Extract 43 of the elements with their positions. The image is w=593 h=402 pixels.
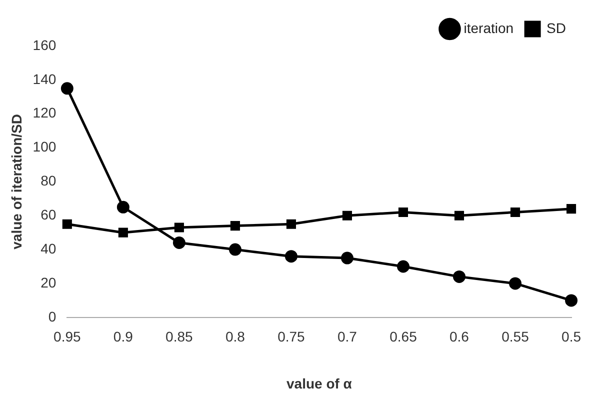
- x-tick-label: 0.75: [278, 328, 306, 345]
- point: [116, 200, 130, 214]
- x-tick-label: 0.5: [562, 328, 582, 345]
- point: [60, 82, 74, 95]
- point: [118, 228, 128, 238]
- y-tick-label: 60: [40, 206, 56, 222]
- y-tick-label: 160: [32, 36, 56, 53]
- point: [396, 260, 410, 273]
- x-axis-title: value of α: [286, 375, 352, 392]
- x-tick-label: 0.6: [450, 328, 470, 345]
- y-tick-label: 0: [48, 308, 56, 324]
- point: [228, 243, 242, 256]
- x-tick-label: 0.65: [390, 328, 418, 345]
- point: [452, 270, 466, 283]
- point: [284, 250, 298, 263]
- point: [62, 219, 72, 229]
- x-tick-label: 0.9: [113, 328, 134, 345]
- point: [509, 277, 522, 290]
- point: [174, 222, 184, 232]
- point: [566, 204, 576, 214]
- point: [230, 221, 240, 231]
- point: [286, 219, 296, 229]
- point: [340, 252, 354, 264]
- y-tick-label: 120: [32, 104, 56, 121]
- y-tick-label: 20: [40, 274, 56, 290]
- y-tick-label: 80: [40, 172, 56, 189]
- x-tick-label: 0.85: [166, 328, 194, 345]
- y-axis-title: value of iteration/SD: [8, 114, 24, 250]
- point: [398, 207, 408, 218]
- y-tick-label: 40: [40, 240, 56, 256]
- point: [342, 210, 352, 220]
- legend-label: iteration: [464, 20, 514, 36]
- y-tick-label: 140: [32, 70, 56, 87]
- x-tick-label: 0.55: [502, 328, 530, 345]
- x-tick-label: 0.7: [337, 328, 358, 345]
- point: [510, 207, 520, 218]
- legend-label: SD: [546, 20, 566, 36]
- point: [454, 210, 464, 220]
- point: [565, 294, 578, 307]
- x-tick-label: 0.95: [54, 328, 81, 345]
- x-tick-label: 0.8: [225, 328, 246, 345]
- point: [172, 236, 186, 250]
- y-tick-label: 100: [32, 138, 56, 155]
